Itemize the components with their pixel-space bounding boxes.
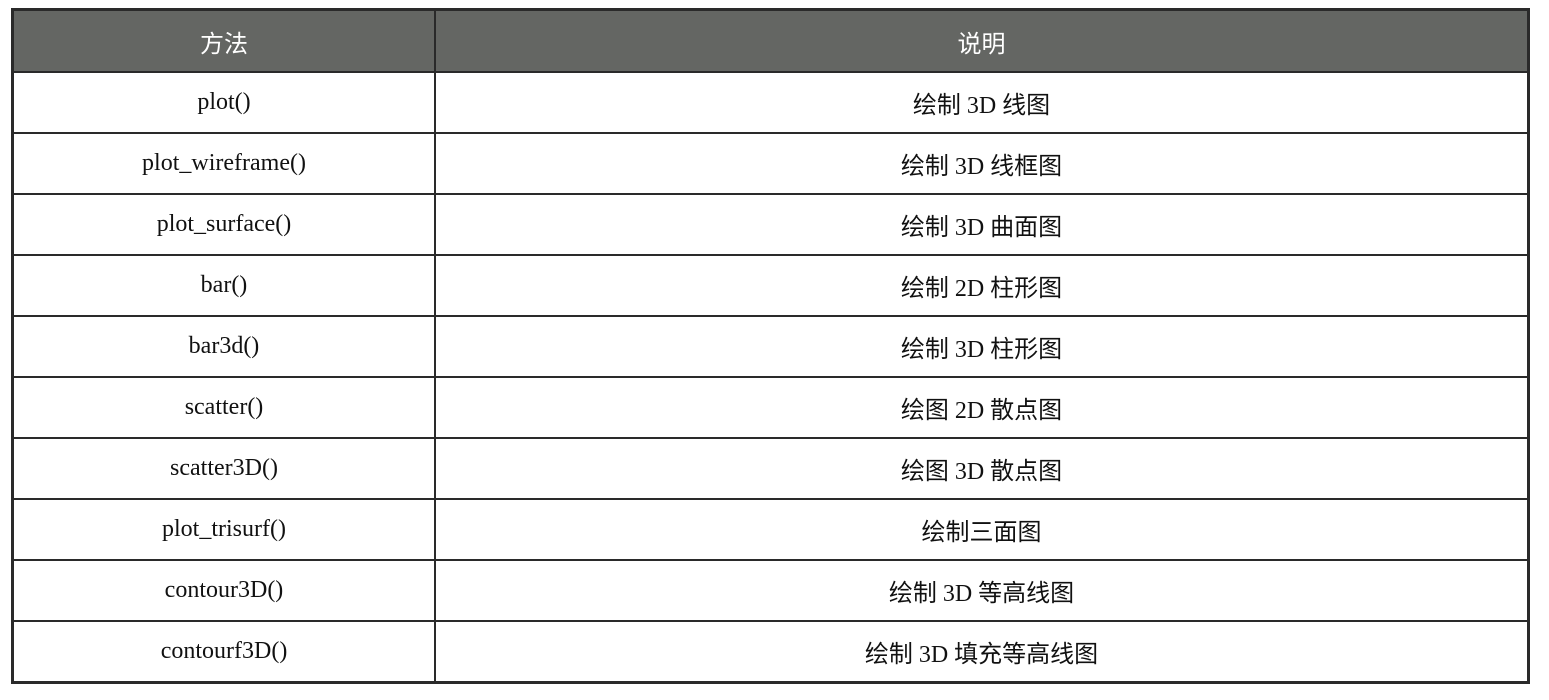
table-row: plot_surface() 绘制 3D 曲面图 <box>11 193 1530 256</box>
table-row: contourf3D() 绘制 3D 填充等高线图 <box>11 620 1530 684</box>
method-cell: plot_surface() <box>11 193 436 256</box>
description-cell: 绘制 3D 柱形图 <box>434 315 1530 378</box>
description-cell: 绘图 3D 散点图 <box>434 437 1530 500</box>
table-row: bar3d() 绘制 3D 柱形图 <box>11 315 1530 378</box>
table-row: plot_trisurf() 绘制三面图 <box>11 498 1530 561</box>
description-cell: 绘制 3D 线框图 <box>434 132 1530 195</box>
description-cell: 绘制三面图 <box>434 498 1530 561</box>
description-cell: 绘制 3D 曲面图 <box>434 193 1530 256</box>
method-cell: contour3D() <box>11 559 436 622</box>
table-row: bar() 绘制 2D 柱形图 <box>11 254 1530 317</box>
methods-table: 方法 说明 plot() 绘制 3D 线图 plot_wireframe() 绘制 3… <box>11 8 1530 684</box>
description-cell: 绘制 3D 线图 <box>434 71 1530 134</box>
method-cell: plot_trisurf() <box>11 498 436 561</box>
method-cell: scatter3D() <box>11 437 436 500</box>
method-cell: contourf3D() <box>11 620 436 684</box>
description-cell: 绘制 3D 填充等高线图 <box>434 620 1530 684</box>
table-row: scatter() 绘图 2D 散点图 <box>11 376 1530 439</box>
description-cell: 绘制 3D 等高线图 <box>434 559 1530 622</box>
table-row: scatter3D() 绘图 3D 散点图 <box>11 437 1530 500</box>
method-cell: bar() <box>11 254 436 317</box>
description-cell: 绘图 2D 散点图 <box>434 376 1530 439</box>
header-description: 说明 <box>434 8 1530 73</box>
table-row: plot_wireframe() 绘制 3D 线框图 <box>11 132 1530 195</box>
header-method: 方法 <box>11 8 436 73</box>
method-cell: scatter() <box>11 376 436 439</box>
header-row: 方法 说明 <box>11 8 1530 73</box>
method-cell: bar3d() <box>11 315 436 378</box>
description-cell: 绘制 2D 柱形图 <box>434 254 1530 317</box>
method-cell: plot() <box>11 71 436 134</box>
table-row: contour3D() 绘制 3D 等高线图 <box>11 559 1530 622</box>
table-row: plot() 绘制 3D 线图 <box>11 71 1530 134</box>
method-cell: plot_wireframe() <box>11 132 436 195</box>
